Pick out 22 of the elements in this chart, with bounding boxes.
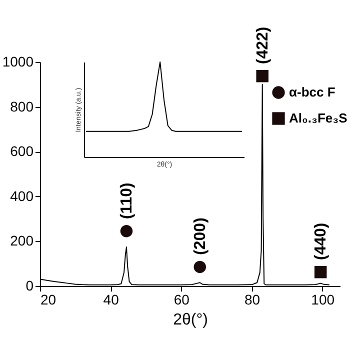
point <box>314 266 327 278</box>
x-tick-label: 60 <box>174 292 190 308</box>
point <box>120 225 133 238</box>
annotation: (200) <box>192 218 209 255</box>
legend-label: Al₀.₃Fe₃S <box>289 110 348 126</box>
y-tick-label: 1000 <box>2 54 34 70</box>
annotation: (440) <box>312 222 330 260</box>
x-tick-label: 20 <box>40 292 56 308</box>
x-tick-label: 100 <box>311 292 335 308</box>
y-tick-label: 200 <box>10 232 34 249</box>
y-tick-label: 600 <box>10 143 34 160</box>
y-tick-label: 0 <box>26 278 34 294</box>
x-axis-title: 2θ(°) <box>173 312 208 328</box>
point <box>256 70 268 82</box>
x-tick-label: 40 <box>103 292 120 308</box>
y-tick-label: 800 <box>10 98 34 114</box>
annotation: (422) <box>254 26 272 64</box>
y-tick-label: 400 <box>10 188 34 204</box>
x-tick-label: 80 <box>244 292 260 308</box>
legend-label: α-bcc F <box>289 84 336 100</box>
annotation: (110) <box>118 182 136 220</box>
point <box>194 260 206 274</box>
